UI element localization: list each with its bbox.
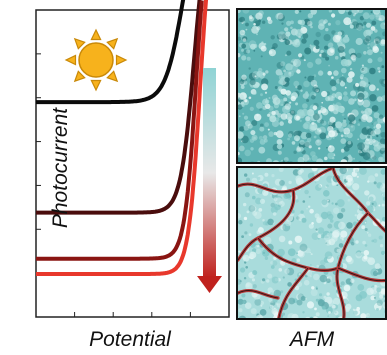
curves-group [34, 0, 209, 276]
afm-label: AFM [289, 328, 335, 351]
x-tick-marks [74, 312, 191, 317]
curve-4 [34, 0, 209, 276]
curve-1 [34, 0, 186, 105]
x-axis-label: Potential [89, 328, 171, 351]
y-axis-label: Photocurrent [49, 107, 72, 229]
plot-area [34, 0, 230, 318]
afm-image-top [236, 8, 387, 164]
plot-frame [35, 9, 230, 318]
curve-2 [34, 0, 202, 215]
curve-3 [34, 0, 204, 261]
sun-icon [64, 28, 128, 92]
gradient-down-arrow-icon [197, 68, 222, 293]
afm-image-bottom [236, 166, 387, 320]
photocurrent-plot: Photocurrent [34, 0, 230, 318]
